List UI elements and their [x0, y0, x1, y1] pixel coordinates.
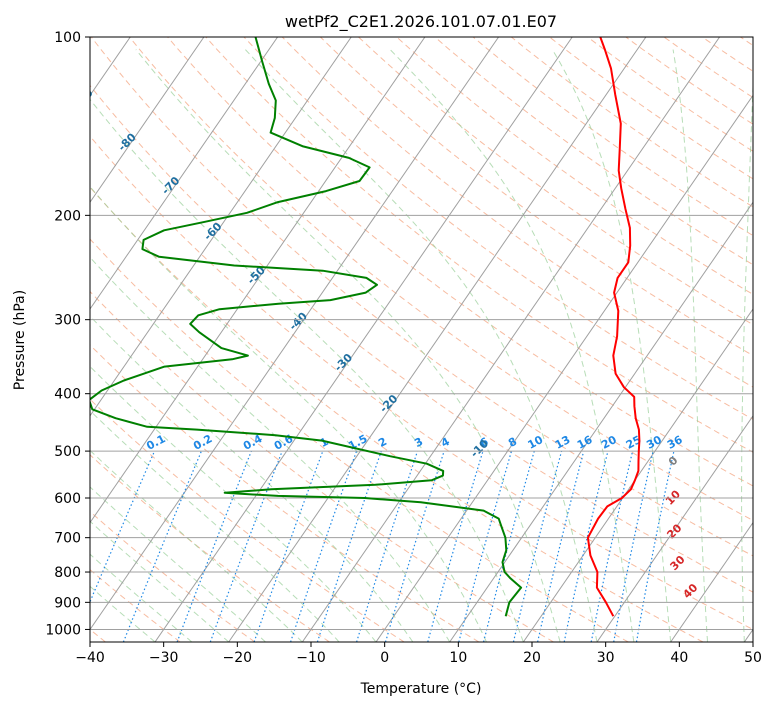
- moist-adiabat-line: [551, 49, 672, 642]
- moist-adiabat-line: [90, 585, 156, 642]
- x-tick-label: −40: [75, 650, 105, 666]
- mixing-ratio-line: [512, 450, 563, 642]
- moist-adiabat-line: [135, 49, 561, 642]
- mixing-ratio-lines: [90, 450, 675, 642]
- y-tick-label: 700: [54, 531, 81, 547]
- y-axis-label: Pressure (hPa): [12, 290, 28, 390]
- moist-adiabat-line: [90, 185, 487, 642]
- dry-adiabat-line: [167, 37, 753, 487]
- mixing-ratio-label: 36: [665, 433, 685, 452]
- moist-adiabat-line: [90, 520, 230, 642]
- dry-adiabat-line: [243, 37, 753, 420]
- mixing-ratio-line: [427, 450, 484, 642]
- mixing-ratio-label: 30: [644, 433, 664, 452]
- dry-adiabat-line: [90, 186, 704, 642]
- mixing-ratio-line: [458, 450, 513, 642]
- y-tick-label: 1000: [45, 622, 81, 638]
- mixing-ratio-line: [253, 450, 324, 642]
- y-tick-label: 300: [54, 313, 81, 329]
- y-tick-label: 500: [54, 444, 81, 460]
- moist-adiabat-line: [90, 553, 193, 642]
- moist-adiabat-line: [389, 49, 635, 642]
- y-tick-label: 400: [54, 387, 81, 403]
- dry-adiabat-line: [90, 344, 480, 642]
- x-axis-label: Temperature (°C): [360, 681, 482, 697]
- y-tick-label: 100: [54, 30, 81, 46]
- isotherm-line: [522, 308, 753, 642]
- y-tick-label: 900: [54, 595, 81, 611]
- isotherm-line: [90, 37, 500, 631]
- moist-adiabat-line: [90, 486, 266, 642]
- mixing-ratio-label: 10: [526, 433, 546, 452]
- dry-adiabat-label: -90: [72, 86, 95, 109]
- mixing-ratio-line: [122, 450, 202, 642]
- x-tick-label: 0: [380, 650, 389, 666]
- mixing-ratio-line: [290, 450, 358, 642]
- x-tick-label: 20: [523, 650, 541, 666]
- isotherm-line: [90, 37, 279, 310]
- mixing-ratio-label: 13: [553, 433, 573, 452]
- x-tick-label: 30: [597, 650, 615, 666]
- mixing-ratio-line: [176, 450, 252, 642]
- plot-frame: [89, 36, 754, 643]
- mixing-ratio-line: [209, 450, 283, 642]
- mixing-ratio-line: [316, 450, 382, 642]
- dry-adiabat-line: [358, 37, 753, 326]
- moist-adiabat-line: [741, 70, 753, 642]
- mixing-ratio-line: [563, 450, 609, 642]
- chart-title: wetPf2_C2E1.2026.101.07.01.E07: [285, 12, 557, 32]
- mixing-ratio-line: [590, 450, 634, 642]
- y-tick-label: 200: [54, 208, 81, 224]
- moist-adiabat-line: [90, 409, 340, 642]
- dry-adiabat-line: [90, 135, 753, 630]
- y-tick-label: 800: [54, 565, 81, 581]
- moist-adiabat-line: [672, 49, 708, 642]
- y-tick-label: 600: [54, 491, 81, 507]
- mixing-ratio-line: [384, 450, 445, 642]
- moist-adiabat-line: [90, 256, 451, 642]
- isotherm-line: [375, 94, 753, 642]
- mixing-ratio-line: [356, 450, 419, 642]
- isotherm-line: [90, 37, 426, 524]
- dry-adiabat-line: [90, 84, 753, 593]
- isotherms: [90, 37, 753, 642]
- isotherm-line: [449, 201, 753, 642]
- x-tick-label: 50: [744, 650, 762, 666]
- moist-adiabats: [90, 49, 753, 642]
- temperature-profile: [586, 37, 641, 617]
- x-tick-label: −20: [223, 650, 253, 666]
- dry-adiabat-line: [90, 238, 629, 642]
- x-tick-label: −30: [149, 650, 179, 666]
- dry-adiabat-line: [90, 398, 405, 642]
- mixing-ratio-line: [537, 450, 585, 642]
- dry-adiabat-line: [396, 37, 753, 295]
- dry-adiabat-line: [90, 510, 256, 642]
- moist-adiabat-line: [245, 49, 598, 642]
- mixing-ratio-label: 20: [599, 433, 619, 452]
- dry-adiabat-line: [205, 37, 753, 453]
- x-tick-label: 10: [449, 650, 467, 666]
- dewpoint-profile: [90, 37, 523, 617]
- dry-adiabat-line: [129, 37, 753, 522]
- pressure-gridlines: [90, 37, 753, 630]
- moist-adiabat-line: [90, 365, 377, 642]
- moist-adiabat-line: [90, 98, 524, 642]
- dry-adiabat-line: [90, 37, 753, 557]
- moist-adiabat-line: [90, 315, 414, 642]
- isotherm-line: [154, 37, 573, 642]
- isotherm-line: [301, 37, 721, 642]
- mixing-ratio-label: 16: [575, 433, 595, 452]
- axes: −40 −30 −20 −10 0 10 20 30 40 50 100 200 300 400 500 60…: [45, 30, 762, 666]
- mixing-ratio-line: [90, 450, 156, 604]
- isotherm-line: [670, 521, 753, 642]
- isotherm-line: [596, 414, 753, 642]
- x-tick-label: −10: [296, 650, 326, 666]
- x-tick-label: 40: [670, 650, 688, 666]
- isotherm-line: [228, 37, 647, 642]
- isotherm-line: [90, 37, 205, 204]
